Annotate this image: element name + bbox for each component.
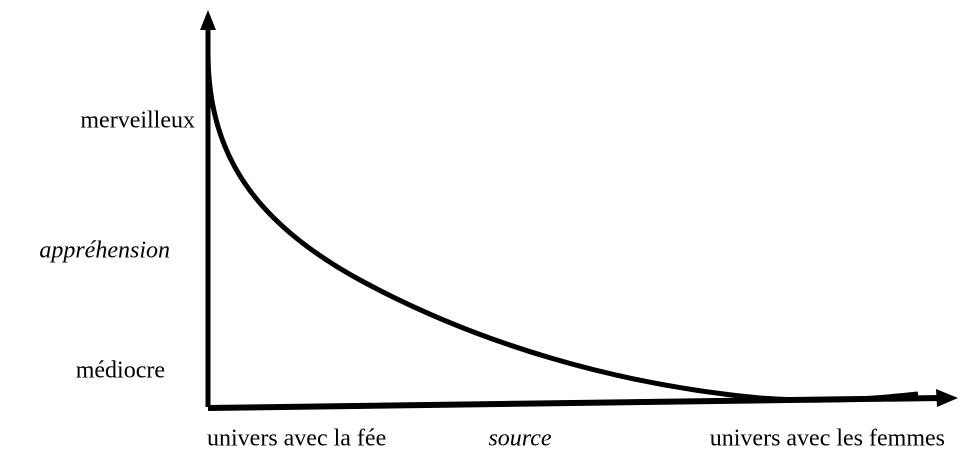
x-left-label: univers avec la fée — [207, 426, 386, 450]
y-top-label: merveilleux — [80, 108, 195, 134]
x-arrowhead — [936, 389, 958, 407]
x-axis-title: source — [488, 426, 551, 450]
y-arrowhead — [200, 10, 216, 30]
x-right-label: univers avec les femmes — [710, 426, 945, 450]
y-axis-title: appréhension — [39, 238, 170, 264]
curve — [205, 51, 919, 403]
y-bottom-label: médiocre — [76, 358, 165, 384]
